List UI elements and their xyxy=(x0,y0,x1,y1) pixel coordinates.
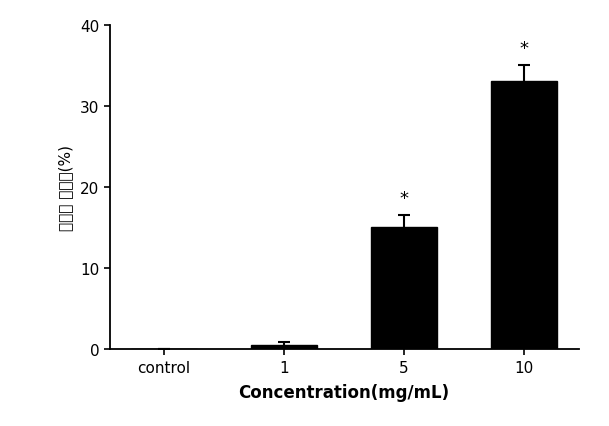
Text: *: * xyxy=(519,40,529,58)
X-axis label: Concentration(mg/mL): Concentration(mg/mL) xyxy=(239,383,449,401)
Bar xyxy=(251,345,317,349)
Y-axis label: 혁소판 응집률(%): 혁소판 응집률(%) xyxy=(58,144,73,230)
Text: *: * xyxy=(400,190,409,208)
Bar xyxy=(371,228,437,349)
Bar xyxy=(491,82,557,349)
